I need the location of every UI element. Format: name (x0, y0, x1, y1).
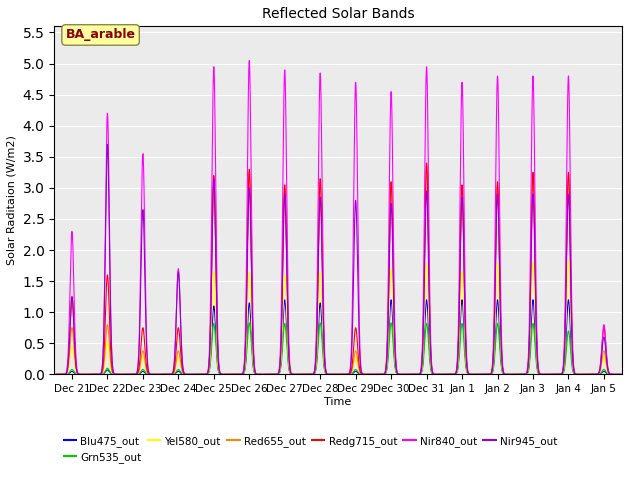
Nir840_out (359, 372, 367, 377)
Nir840_out (618, 372, 625, 377)
Blu475_out (494, 297, 502, 303)
Grn535_out (536, 372, 544, 377)
X-axis label: Time: Time (324, 397, 351, 407)
Nir840_out (536, 371, 544, 377)
Red655_out (390, 276, 397, 282)
Blu475_out (51, 372, 58, 377)
Red655_out (51, 372, 58, 377)
Blu475_out (390, 334, 397, 340)
Red655_out (422, 163, 430, 169)
Yel580_out (390, 318, 397, 324)
Nir945_out (522, 372, 529, 377)
Grn535_out (359, 372, 367, 377)
Red655_out (494, 183, 502, 189)
Yel580_out (168, 372, 176, 377)
Nir945_out (390, 292, 397, 298)
Grn535_out (246, 320, 253, 326)
Nir945_out (104, 142, 111, 147)
Legend: Blu475_out, Grn535_out, Yel580_out, Red655_out, Redg715_out, Nir840_out, Nir945_: Blu475_out, Grn535_out, Yel580_out, Red6… (60, 432, 562, 467)
Yel580_out (494, 260, 502, 265)
Line: Yel580_out: Yel580_out (54, 259, 621, 374)
Grn535_out (618, 372, 625, 377)
Line: Redg715_out: Redg715_out (54, 163, 621, 374)
Yel580_out (564, 256, 572, 262)
Line: Blu475_out: Blu475_out (54, 300, 621, 374)
Blu475_out (536, 372, 544, 377)
Yel580_out (618, 372, 625, 377)
Redg715_out (422, 160, 430, 166)
Blu475_out (564, 297, 572, 303)
Nir840_out (390, 240, 397, 246)
Nir840_out (51, 372, 58, 377)
Grn535_out (494, 321, 502, 326)
Red655_out (618, 372, 625, 377)
Yel580_out (536, 372, 544, 377)
Redg715_out (494, 180, 502, 186)
Nir945_out (494, 192, 502, 198)
Nir840_out (522, 372, 529, 377)
Blu475_out (168, 372, 176, 377)
Redg715_out (390, 275, 397, 280)
Blu475_out (618, 372, 625, 377)
Nir945_out (51, 372, 58, 377)
Grn535_out (390, 348, 397, 353)
Nir840_out (168, 371, 176, 377)
Grn535_out (168, 372, 176, 377)
Line: Grn535_out: Grn535_out (54, 323, 621, 374)
Red655_out (536, 372, 544, 377)
Nir840_out (494, 75, 502, 81)
Yel580_out (522, 372, 529, 377)
Nir945_out (168, 371, 176, 377)
Nir945_out (536, 372, 544, 377)
Red655_out (359, 372, 367, 377)
Yel580_out (51, 372, 58, 377)
Line: Nir840_out: Nir840_out (54, 60, 621, 374)
Blu475_out (522, 372, 529, 377)
Nir945_out (618, 372, 625, 377)
Line: Nir945_out: Nir945_out (54, 144, 621, 374)
Redg715_out (168, 372, 176, 377)
Red655_out (522, 372, 529, 377)
Nir945_out (359, 372, 367, 377)
Redg715_out (536, 372, 544, 377)
Line: Red655_out: Red655_out (54, 166, 621, 374)
Redg715_out (522, 372, 529, 377)
Nir840_out (246, 58, 253, 63)
Grn535_out (522, 372, 529, 377)
Text: BA_arable: BA_arable (65, 28, 136, 41)
Blu475_out (359, 372, 367, 377)
Title: Reflected Solar Bands: Reflected Solar Bands (262, 7, 414, 21)
Yel580_out (359, 372, 367, 377)
Redg715_out (359, 372, 367, 377)
Redg715_out (618, 372, 625, 377)
Redg715_out (51, 372, 58, 377)
Grn535_out (51, 372, 58, 377)
Red655_out (168, 372, 176, 377)
Y-axis label: Solar Raditaion (W/m2): Solar Raditaion (W/m2) (7, 135, 17, 265)
